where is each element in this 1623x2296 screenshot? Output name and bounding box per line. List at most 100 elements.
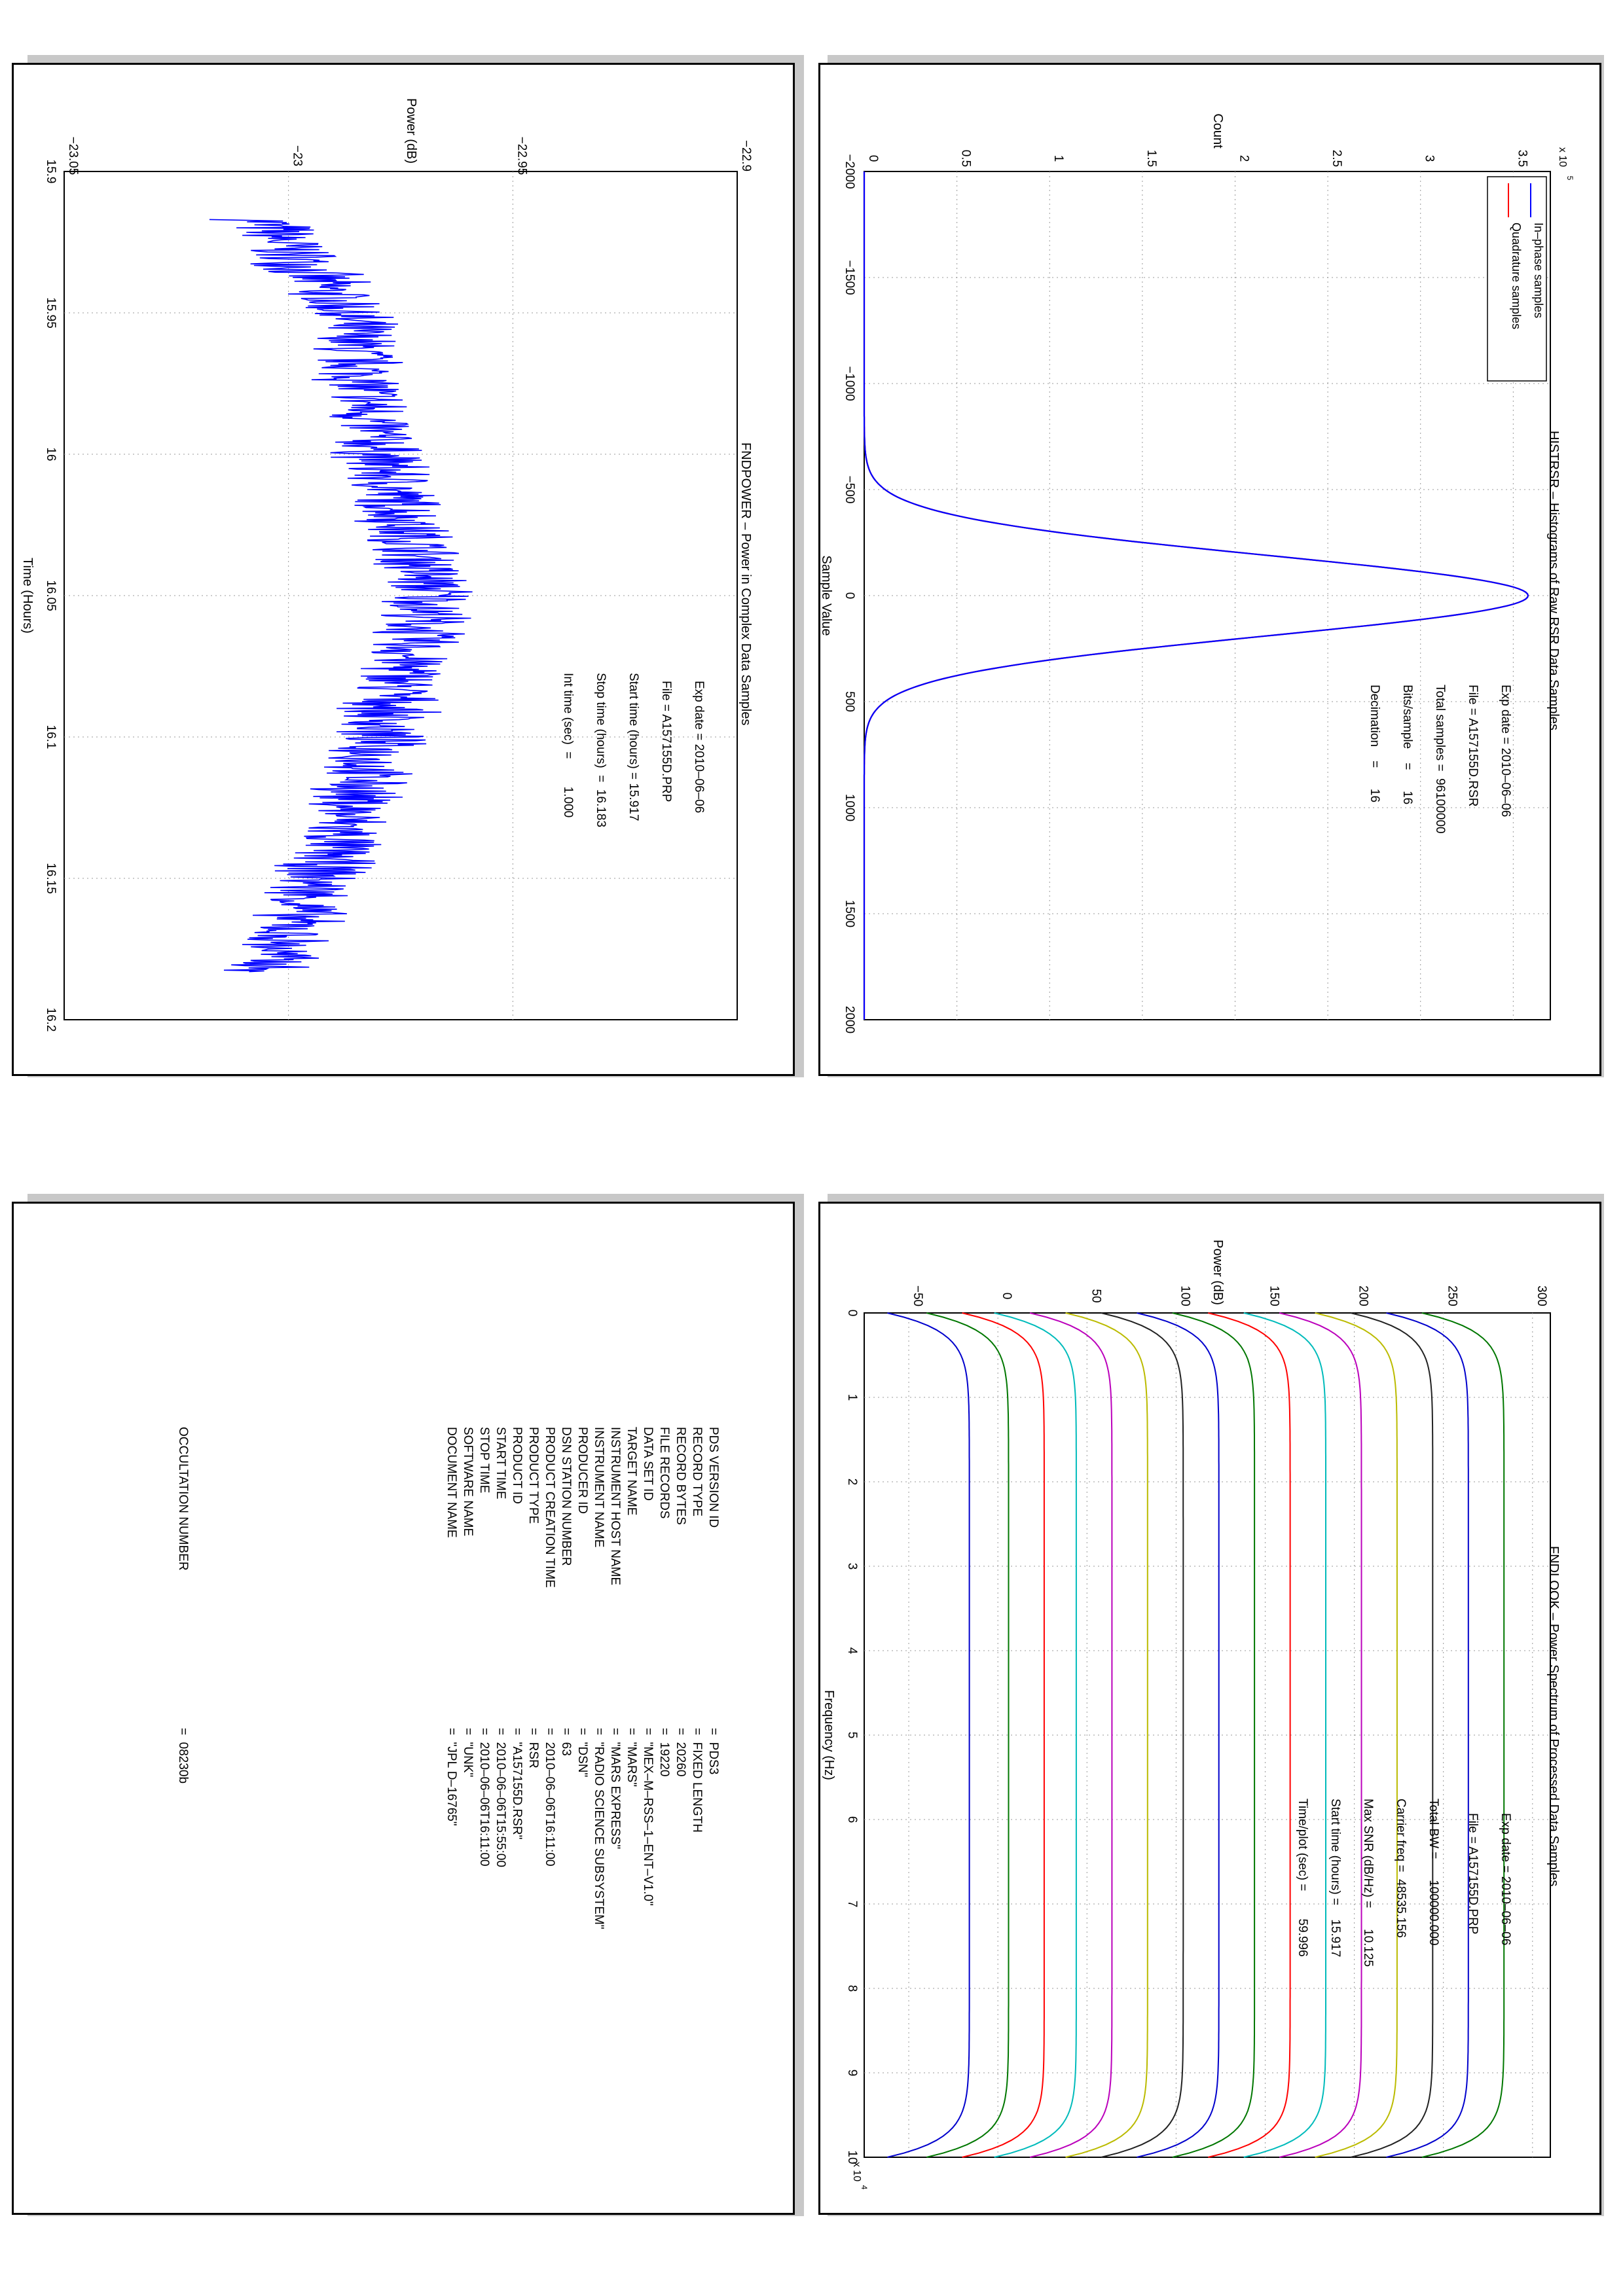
series-line bbox=[863, 171, 1529, 1020]
label-row-value: = "DSN" bbox=[575, 1728, 589, 1778]
label-row-value: = "MEX–M–RSS–1–ENT–V1.0" bbox=[641, 1728, 655, 1906]
x-multiplier: x 10 bbox=[851, 2162, 862, 2181]
label-row-value: = "JPL D–16765" bbox=[445, 1728, 458, 1826]
label-row-value: = "MARS EXPRESS" bbox=[608, 1728, 622, 1850]
x-tick-label: 8 bbox=[845, 1985, 859, 1992]
label-row-key: STOP TIME bbox=[477, 1427, 491, 1494]
series-line bbox=[1386, 1312, 1469, 2158]
series-line bbox=[1101, 1312, 1184, 2158]
plot-area bbox=[64, 171, 738, 1020]
x-tick-label: 7 bbox=[845, 1901, 859, 1908]
y-axis-label: Power (dB) bbox=[404, 98, 418, 164]
x-tick-label: −2000 bbox=[843, 154, 856, 188]
label-row-key: DATA SET ID bbox=[641, 1427, 655, 1501]
annotation: Exp date = 2010–06–06 bbox=[692, 681, 706, 814]
annotation: Int time (sec) = 1.000 bbox=[561, 673, 575, 818]
x-tick-label: 0 bbox=[843, 592, 856, 600]
annotation: File = A157155D.PRP bbox=[1466, 1813, 1480, 1935]
y-tick-label: 50 bbox=[1089, 1289, 1103, 1302]
series-line bbox=[1172, 1312, 1256, 2158]
label-row-key: RECORD TYPE bbox=[690, 1427, 704, 1516]
x-tick-label: 16 bbox=[44, 447, 58, 461]
x-tick-label: 16.15 bbox=[44, 863, 58, 894]
annotation: File = A157155D.RSR bbox=[1466, 685, 1480, 807]
y-tick-label: −23.05 bbox=[66, 137, 80, 175]
x-axis-label: Frequency (Hz) bbox=[822, 1690, 836, 1780]
x-tick-label: 15.95 bbox=[44, 297, 58, 329]
x-tick-label: 15.9 bbox=[44, 160, 58, 184]
label-row-value: = FIXED LENGTH bbox=[690, 1728, 704, 1833]
label-row-value: = "RADIO SCIENCE SUBSYSTEM" bbox=[592, 1728, 606, 1929]
label-row-key: DOCUMENT NAME bbox=[445, 1427, 458, 1538]
annotation: Exp date = 2010–06–06 bbox=[1499, 685, 1512, 817]
power-title: FNDPOWER – Power in Complex Data Samples bbox=[739, 442, 753, 726]
label-row-value: = 2010–06–06T16:11:00 bbox=[477, 1728, 491, 1867]
series-line bbox=[962, 1312, 1045, 2158]
annotation: Bits/sample = 16 bbox=[1400, 685, 1414, 805]
annotation: File = A157155D.PRP bbox=[659, 681, 673, 802]
y-tick-label: 2 bbox=[1237, 155, 1250, 162]
y-tick-label: 150 bbox=[1267, 1285, 1281, 1306]
annotation: Total samples = 96100000 bbox=[1433, 685, 1447, 834]
x-tick-label: −1500 bbox=[843, 260, 856, 295]
label-row-value: = 2010–06–06T16:11:00 bbox=[543, 1728, 556, 1867]
spectrum-chart: 0 1 2 3 4 5 6 7 8 9 10 −50 0 50 100 150 200 250 300 Frequen… bbox=[822, 1240, 1551, 2190]
x-tick-label: −500 bbox=[843, 476, 856, 504]
spectrum-title: FNDLOOK – Power Spectrum of Processed Da… bbox=[1546, 1546, 1561, 1887]
label-row-key: PRODUCT ID bbox=[510, 1427, 524, 1504]
label-row-value: = "A157155D.RSR" bbox=[510, 1728, 524, 1840]
x-multiplier-exp: 4 bbox=[860, 2185, 869, 2190]
x-tick-label: 16.1 bbox=[44, 725, 58, 749]
x-axis-label: Time (Hours) bbox=[20, 558, 35, 634]
y-tick-label: 300 bbox=[1535, 1285, 1548, 1306]
series-line bbox=[1279, 1312, 1362, 2158]
label-row-key: PRODUCER ID bbox=[575, 1427, 589, 1515]
series-line bbox=[926, 1312, 1010, 2158]
legend-label: Quadrature samples bbox=[1510, 223, 1523, 329]
annotation: Start time (hours) = 15.917 bbox=[627, 673, 640, 821]
x-tick-label: 16.2 bbox=[44, 1008, 58, 1032]
series-line bbox=[1243, 1312, 1326, 2158]
y-axis-label: Count bbox=[1211, 113, 1225, 149]
annotation: Time/plot (sec) = 59.996 bbox=[1296, 1799, 1309, 1957]
label-row-key: START TIME bbox=[494, 1427, 507, 1499]
annotation: Exp date = 2010–06–06 bbox=[1499, 1813, 1512, 1946]
label-row-key: PRODUCT CREATION TIME bbox=[543, 1427, 556, 1588]
y-tick-label: 2.5 bbox=[1330, 150, 1343, 167]
power-chart: 15.9 15.95 16 16.05 16.1 16.15 16.2 −23.05 −23 −2… bbox=[20, 98, 753, 1032]
series-line bbox=[1315, 1312, 1398, 2158]
x-tick-label: 2 bbox=[845, 1479, 859, 1486]
label-row-value: = PDS3 bbox=[706, 1728, 720, 1775]
series-line bbox=[1350, 1312, 1434, 2158]
label-row-key: INSTRUMENT NAME bbox=[592, 1427, 606, 1548]
label-row-value: = 20260 bbox=[674, 1728, 687, 1777]
x-tick-label: 1 bbox=[845, 1394, 859, 1401]
histogram-title: HISTRSR – Histograms of Raw RSR Data Sam… bbox=[1546, 431, 1561, 730]
y-tick-label: −50 bbox=[911, 1285, 924, 1306]
series-line bbox=[1137, 1312, 1220, 2158]
y-multiplier-exp: 5 bbox=[1565, 176, 1575, 181]
label-row-key: TARGET NAME bbox=[625, 1427, 638, 1516]
label-panel bbox=[12, 1202, 795, 2215]
y-axis-label: Power (dB) bbox=[1211, 1240, 1225, 1305]
x-tick-label: 1500 bbox=[843, 900, 856, 927]
plot-area bbox=[864, 171, 1551, 1020]
y-tick-label: −23 bbox=[291, 145, 304, 166]
x-axis-label: Sample Value bbox=[819, 555, 833, 636]
label-row-key: PRODUCT TYPE bbox=[526, 1427, 540, 1524]
y-tick-label: 1.5 bbox=[1144, 150, 1158, 167]
x-tick-label: 5 bbox=[845, 1732, 859, 1739]
y-tick-label: 200 bbox=[1357, 1285, 1370, 1306]
x-tick-label: 16.05 bbox=[44, 580, 58, 611]
x-tick-label: 6 bbox=[845, 1816, 859, 1823]
label-row-value: = 2010–06–06T15:55:00 bbox=[494, 1728, 507, 1867]
x-tick-label: 4 bbox=[845, 1647, 859, 1655]
y-tick-label: 250 bbox=[1446, 1285, 1459, 1306]
y-tick-label: −22.9 bbox=[739, 140, 753, 171]
y-multiplier: x 10 bbox=[1557, 147, 1568, 167]
series-line bbox=[209, 219, 473, 973]
x-tick-label: 2000 bbox=[843, 1006, 856, 1033]
x-tick-label: −1000 bbox=[843, 366, 856, 401]
label-row-key: FILE RECORDS bbox=[657, 1427, 671, 1519]
